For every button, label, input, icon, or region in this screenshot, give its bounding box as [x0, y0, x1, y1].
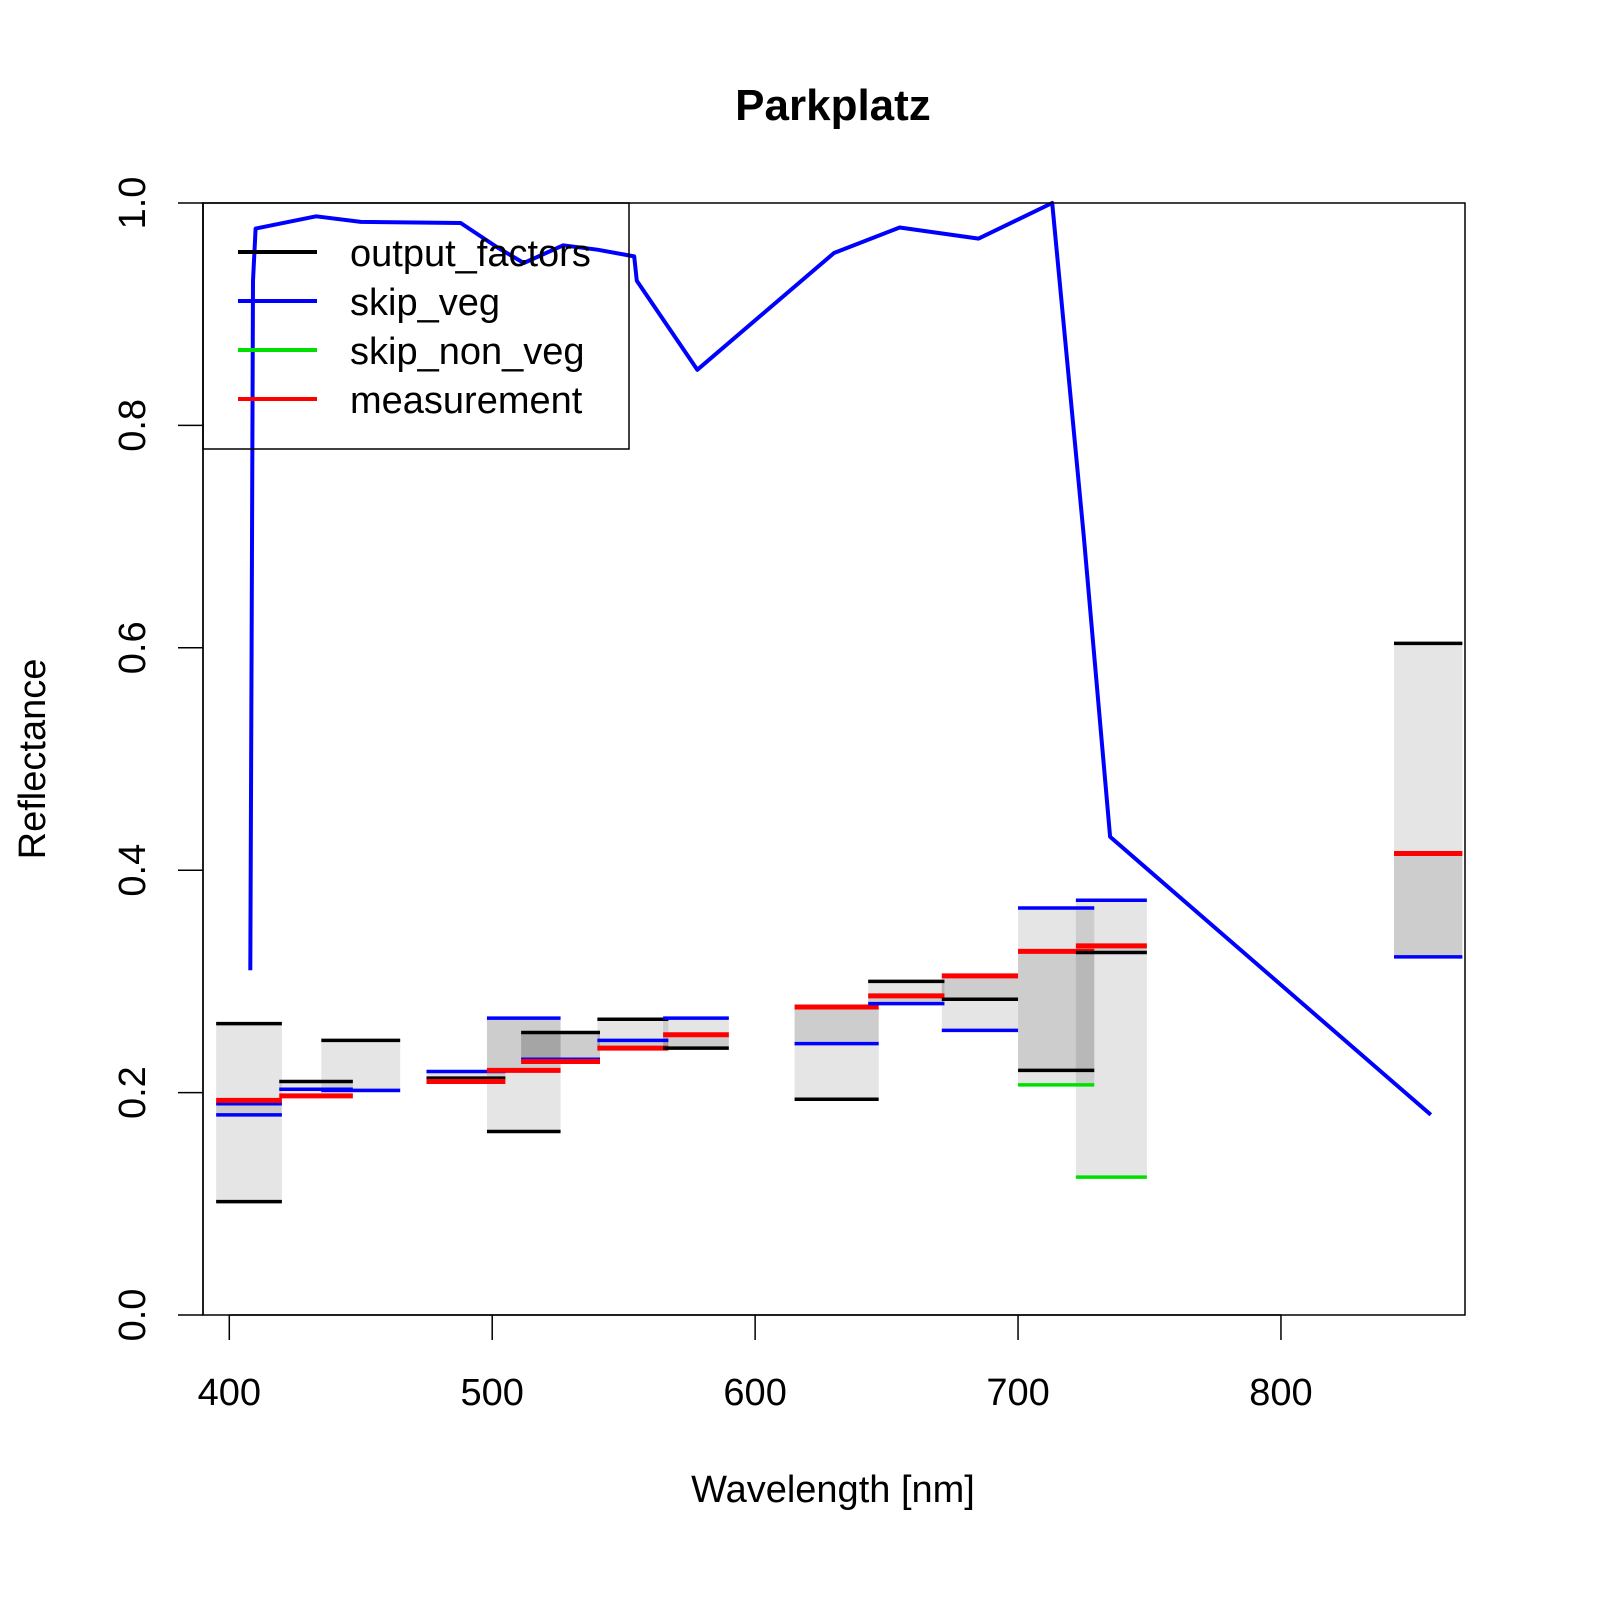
x-tick-label-3: 700	[986, 1372, 1049, 1414]
band-inner-7	[663, 1034, 729, 1049]
band-inner-10	[941, 975, 1019, 1000]
y-tick-label-5: 1.0	[112, 177, 154, 230]
y-tick-label-0: 0.0	[112, 1289, 154, 1342]
legend: output_factors skip_veg skip_non_vegmeasur…	[202, 202, 630, 450]
x-axis-label: Wavelength [nm]	[691, 1469, 975, 1511]
band-outer-0	[216, 1023, 282, 1202]
band-outer-10	[941, 975, 1019, 1031]
band-outer-11	[1018, 908, 1095, 1085]
x-tick-label-1: 500	[461, 1372, 524, 1414]
band-inner-12	[1075, 945, 1147, 953]
band-inner-11	[1018, 951, 1095, 1071]
band-inner-6	[597, 1040, 669, 1049]
legend-label-3: measurement	[350, 380, 583, 422]
legend-label-1: skip_veg	[350, 282, 500, 324]
line-layer	[248, 201, 1433, 1117]
band-outer-8	[794, 1006, 879, 1100]
y-tick-label-4: 0.8	[112, 399, 154, 452]
legend-label-2: skip_non_veg	[350, 331, 585, 373]
band-outer-13	[1394, 643, 1463, 957]
legend-box	[202, 202, 630, 450]
x-axis: 400 500 600 700 800	[198, 1314, 1313, 1414]
band-inner-8	[794, 1006, 879, 1044]
x-tick-label-0: 400	[198, 1372, 261, 1414]
band-inner-9	[868, 995, 945, 1004]
y-tick-label-2: 0.4	[112, 844, 154, 897]
legend-label-0: output_factors	[350, 233, 591, 275]
band-inner-5	[521, 1032, 601, 1062]
y-tick-label-3: 0.6	[112, 621, 154, 674]
band-inner-13	[1394, 853, 1463, 957]
band-outer-5	[521, 1032, 601, 1062]
band-outer-4	[486, 1018, 561, 1132]
series-line-skip_veg	[248, 201, 1433, 1117]
band-outer-1	[279, 1081, 353, 1093]
segments-layer	[216, 641, 1463, 1204]
x-tick-label-2: 600	[723, 1372, 786, 1414]
band-outer-6	[597, 1019, 669, 1049]
y-tick-label-1: 0.2	[112, 1066, 154, 1119]
y-axis: 0.0 0.2 0.4 0.6 0.8 1.0	[112, 177, 204, 1342]
y-axis-label: Reflectance	[12, 659, 54, 860]
band-outer-2	[321, 1040, 401, 1093]
band-outer-12	[1075, 900, 1147, 1178]
x-tick-label-4: 800	[1249, 1372, 1312, 1414]
chart-title: Parkplatz	[735, 81, 931, 130]
bands-layer	[216, 643, 1463, 1202]
